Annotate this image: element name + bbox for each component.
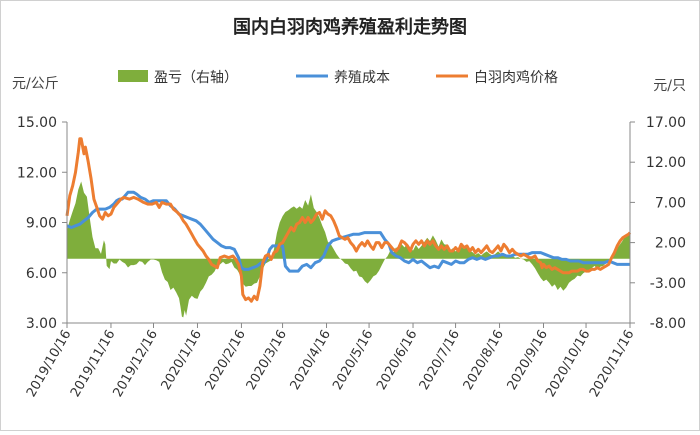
left-tick-label: 15.00: [17, 115, 57, 131]
chart-title: 国内白羽肉鸡养殖盈利走势图: [233, 16, 467, 38]
legend-swatch-profit: [118, 70, 148, 82]
right-tick-label: 2.00: [655, 236, 686, 252]
series-line-cost: [66, 190, 630, 273]
legend: 盈亏（右轴） 养殖成本 白羽肉鸡价格: [118, 69, 558, 86]
left-tick-label: 6.00: [26, 266, 57, 282]
left-axis-unit: 元/公斤: [12, 76, 59, 92]
left-tick-label: 3.00: [26, 316, 57, 332]
right-tick-label: 12.00: [646, 155, 686, 171]
legend-label-profit: 盈亏（右轴）: [154, 70, 238, 86]
right-tick-label: -8.00: [650, 316, 686, 332]
series-line-price: [65, 137, 632, 303]
legend-label-cost: 养殖成本: [334, 69, 390, 86]
plot-area: [65, 137, 632, 318]
right-tick-label: -3.00: [650, 276, 686, 292]
right-tick-label: 17.00: [646, 115, 686, 131]
left-tick-label: 9.00: [26, 216, 57, 232]
right-tick-label: 7.00: [655, 195, 686, 211]
left-tick-label: 12.00: [17, 165, 57, 181]
right-axis-unit: 元/只: [653, 78, 686, 94]
legend-label-price: 白羽肉鸡价格: [474, 69, 558, 86]
